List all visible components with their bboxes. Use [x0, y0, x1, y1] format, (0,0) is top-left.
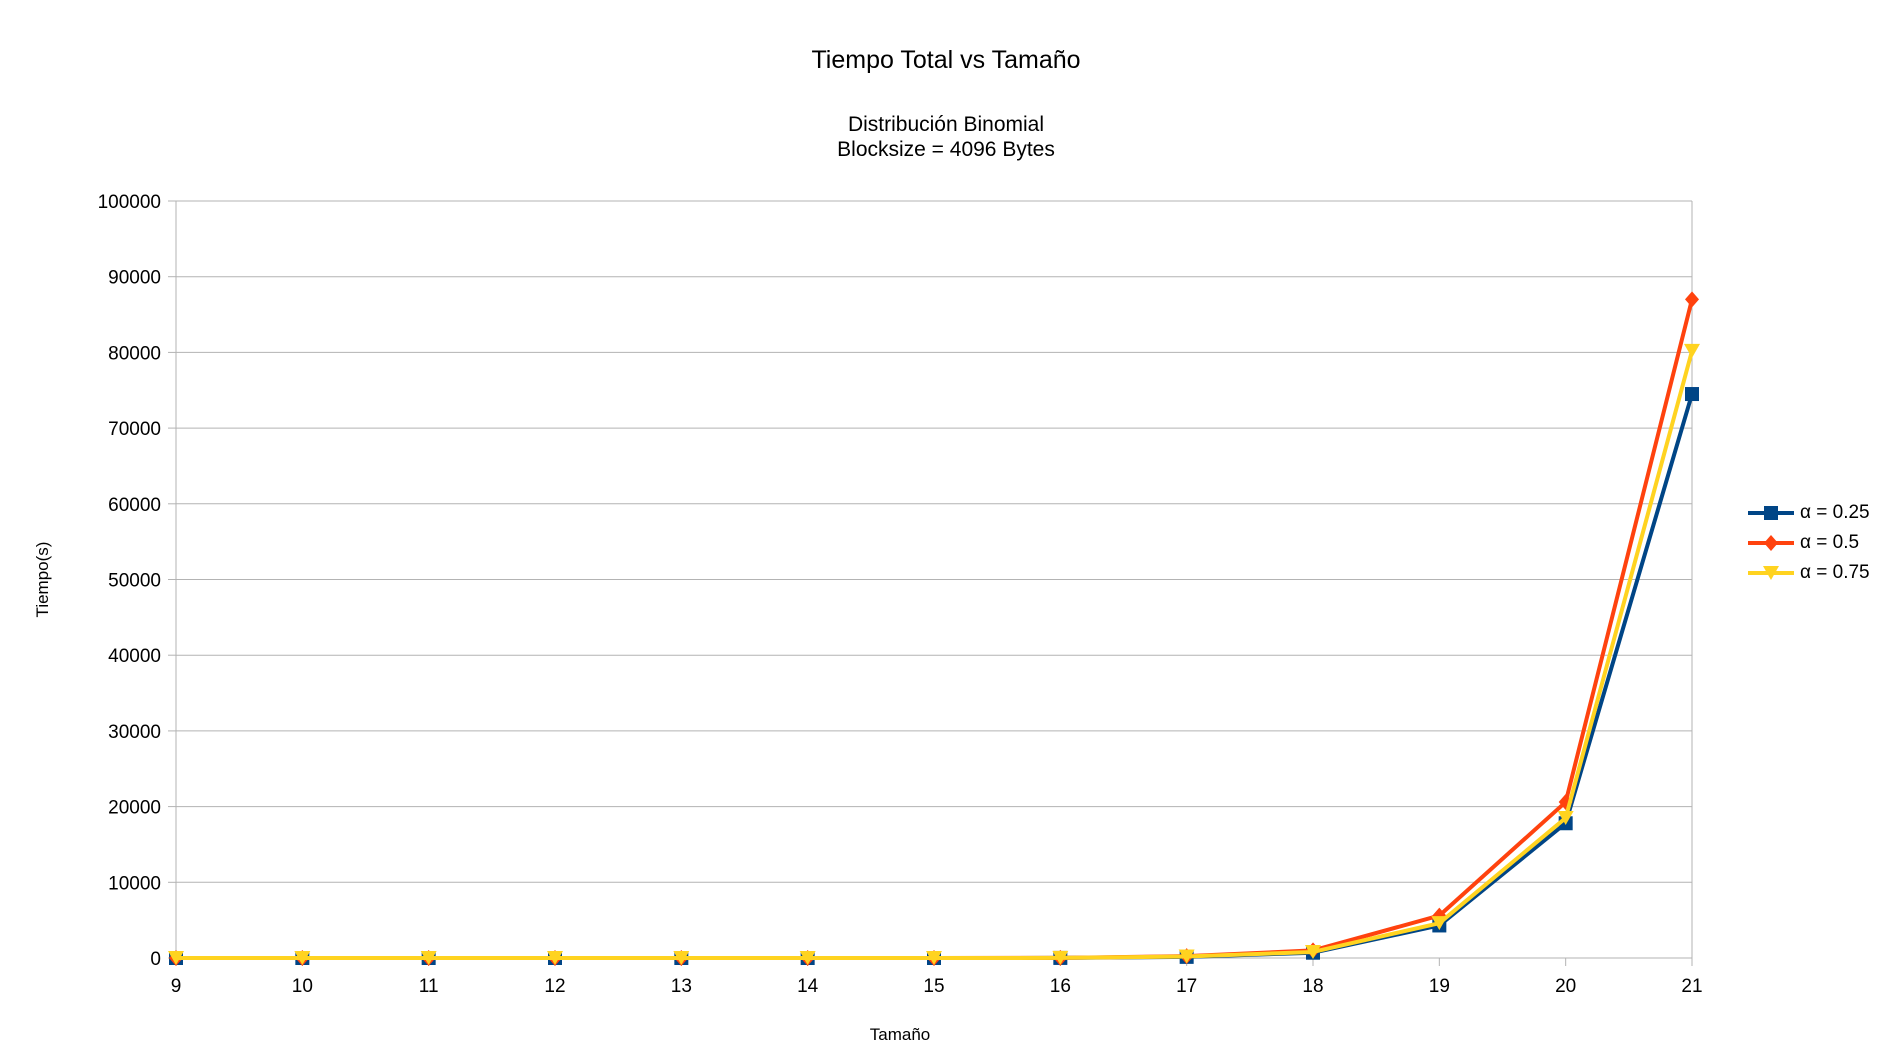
subtitle-line-2: Blocksize = 4096 Bytes	[837, 138, 1055, 161]
y-tick-label: 100000	[98, 192, 161, 213]
series-line	[176, 298, 1694, 960]
y-tick-label: 70000	[108, 419, 161, 440]
x-tick-label: 15	[923, 976, 944, 997]
data-point	[1685, 291, 1699, 308]
y-tick-label: 30000	[108, 722, 161, 743]
x-axis-title: Tamaño	[870, 1025, 930, 1044]
x-tick-label: 10	[292, 976, 313, 997]
data-point	[294, 951, 311, 965]
y-tick-label: 20000	[108, 798, 161, 819]
legend-swatch	[1748, 563, 1794, 583]
x-tick-label: 9	[171, 976, 182, 997]
y-tick-label: 10000	[108, 873, 161, 894]
series-2	[169, 291, 1699, 966]
y-tick-label: 60000	[108, 495, 161, 516]
data-point	[420, 951, 437, 965]
x-tick-label: 20	[1555, 976, 1576, 997]
legend-swatch	[1748, 503, 1794, 523]
data-point	[168, 951, 184, 965]
series-3	[168, 343, 1700, 965]
legend-marker	[1764, 535, 1778, 551]
y-tick-label: 40000	[108, 646, 161, 667]
data-point	[1431, 916, 1448, 931]
data-point	[926, 951, 942, 965]
x-tick-label: 13	[671, 976, 692, 997]
x-tick-labels: 9 10 11 12 13 14 15 16 17 18 19 20 21	[171, 976, 1703, 997]
legend-item: α = 0.75	[1748, 558, 1870, 588]
subtitle-line-1: Distribución Binomial	[847, 113, 1045, 136]
legend-label: α = 0.75	[1800, 562, 1870, 583]
y-tick-labels: 0 10000 20000 30000 40000 50000 60000 70000 8000…	[98, 192, 161, 970]
legend-item: α = 0.5	[1748, 528, 1870, 558]
x-tick-label: 21	[1681, 976, 1702, 997]
y-tick-label: 50000	[108, 571, 161, 592]
x-tick-label: 12	[544, 976, 565, 997]
legend-label: α = 0.5	[1800, 532, 1860, 553]
x-tick-label: 16	[1050, 976, 1071, 997]
y-tick-label: 90000	[108, 268, 161, 289]
data-point	[1685, 387, 1699, 402]
series-group	[168, 291, 1700, 966]
legend-swatch	[1748, 533, 1794, 553]
data-point	[1557, 810, 1574, 825]
legend-item: α = 0.25	[1748, 498, 1870, 528]
x-tick-label: 18	[1302, 976, 1323, 997]
legend-marker	[1763, 566, 1779, 580]
data-point	[1684, 343, 1700, 358]
x-tick-label: 11	[419, 976, 439, 997]
series-line	[176, 350, 1694, 960]
data-point	[799, 951, 816, 965]
series-1	[169, 387, 1699, 965]
series-line	[176, 393, 1694, 960]
legend-marker	[1764, 506, 1778, 520]
data-point	[1178, 949, 1195, 964]
data-point	[1305, 944, 1321, 959]
y-tick-label: 0	[150, 949, 161, 970]
x-tick-label: 17	[1176, 976, 1197, 997]
grid-lines	[168, 200, 1693, 966]
y-tick-label: 80000	[108, 343, 161, 364]
y-axis-title: Tiempo(s)	[33, 542, 52, 618]
x-tick-label: 19	[1429, 976, 1450, 997]
x-tick-label: 14	[797, 976, 819, 997]
data-point	[1052, 950, 1069, 965]
data-point	[547, 951, 563, 965]
data-point	[673, 951, 690, 965]
chart-title: Tiempo Total vs Tamaño	[811, 46, 1081, 74]
legend-label: α = 0.25	[1800, 502, 1870, 523]
chart-subtitle: Distribución Binomial Blocksize = 4096 B…	[0, 112, 1892, 162]
legend: α = 0.25 α = 0.5 α = 0.75	[1748, 498, 1870, 588]
